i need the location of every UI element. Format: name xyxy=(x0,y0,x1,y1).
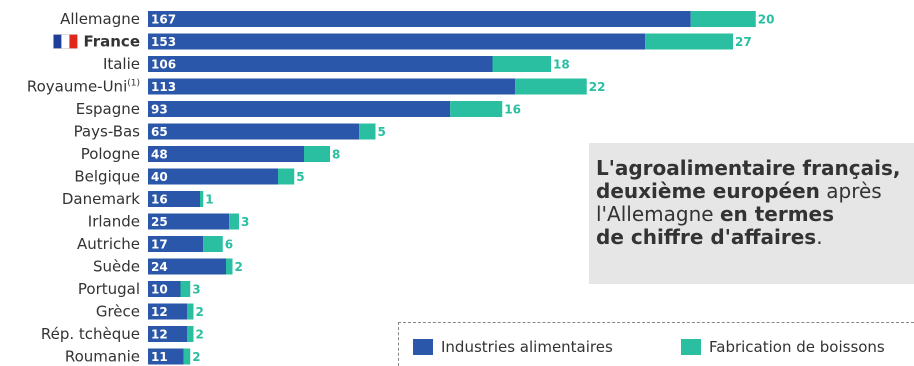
bar-beverage-portugal xyxy=(180,281,191,297)
bar-beverage-suede xyxy=(226,258,233,275)
bar-food-irlande xyxy=(148,213,230,230)
value-label-food-royaume-uni: 113 xyxy=(151,80,176,94)
value-label-beverage-roumanie: 2 xyxy=(192,350,200,364)
category-label-suede: Suède xyxy=(93,258,140,276)
value-label-food-france: 153 xyxy=(151,35,176,49)
callout-box: L'agroalimentaire français, deuxième eur… xyxy=(589,143,914,284)
bar-food-rep-tcheque xyxy=(148,326,187,342)
bar-beverage-pays-bas xyxy=(359,123,376,140)
value-label-food-suede: 24 xyxy=(151,260,168,274)
bar-food-france xyxy=(148,33,646,50)
legend-label-food: Industries alimentaires xyxy=(441,338,613,356)
value-label-beverage-grece: 2 xyxy=(196,305,204,319)
category-label-roumanie: Roumanie xyxy=(65,348,140,366)
value-label-beverage-pologne: 8 xyxy=(332,148,340,162)
bar-food-autriche xyxy=(148,236,204,252)
bar-beverage-belgique xyxy=(278,168,295,185)
callout-line1: L'agroalimentaire français, xyxy=(596,156,901,180)
bar-beverage-allemagne xyxy=(690,11,756,27)
legend-label-beverage: Fabrication de boissons xyxy=(709,338,885,356)
value-label-beverage-france: 27 xyxy=(735,35,752,49)
value-label-food-italie: 106 xyxy=(151,58,176,72)
value-label-food-pays-bas: 65 xyxy=(151,125,168,139)
callout-line4-bold: de chiffre d'affaires xyxy=(596,225,817,249)
bar-beverage-espagne xyxy=(450,101,503,117)
value-label-beverage-royaume-uni: 22 xyxy=(589,80,606,94)
bar-beverage-autriche xyxy=(203,236,223,252)
category-label-autriche: Autriche xyxy=(77,235,140,253)
bar-food-belgique xyxy=(148,168,278,185)
category-label-italie: Italie xyxy=(103,55,140,73)
value-label-food-grece: 12 xyxy=(151,305,168,319)
value-label-food-irlande: 25 xyxy=(151,215,168,229)
value-label-beverage-irlande: 3 xyxy=(241,215,249,229)
bar-beverage-france xyxy=(645,33,733,50)
value-label-beverage-rep-tcheque: 2 xyxy=(196,328,204,342)
bar-food-roumanie xyxy=(148,348,184,365)
category-label-irlande: Irlande xyxy=(88,213,140,231)
value-label-food-autriche: 17 xyxy=(151,238,168,252)
value-label-food-allemagne: 167 xyxy=(151,13,176,27)
value-label-beverage-allemagne: 20 xyxy=(758,13,775,27)
value-label-food-rep-tcheque: 12 xyxy=(151,328,168,342)
value-label-beverage-espagne: 16 xyxy=(504,103,521,117)
category-label-grece: Grèce xyxy=(96,303,140,321)
category-label-pays-bas: Pays-Bas xyxy=(74,123,141,141)
value-label-food-espagne: 93 xyxy=(151,103,168,117)
value-label-beverage-danemark: 1 xyxy=(205,193,213,207)
legend-item-beverage: Fabrication de boissons xyxy=(681,338,885,356)
bar-beverage-italie xyxy=(492,56,551,72)
bar-beverage-roumanie xyxy=(183,348,191,365)
bar-food-pays-bas xyxy=(148,123,360,140)
value-label-food-roumanie: 11 xyxy=(151,350,168,364)
category-label-espagne: Espagne xyxy=(76,100,140,118)
callout-line2-bold: deuxième européen xyxy=(596,179,820,203)
category-label-danemark: Danemark xyxy=(62,190,140,208)
bar-food-pologne xyxy=(148,146,304,162)
bar-beverage-irlande xyxy=(229,213,239,230)
value-label-beverage-autriche: 6 xyxy=(225,238,233,252)
callout-line3-bold: en termes xyxy=(719,202,834,226)
bar-food-italie xyxy=(148,56,493,72)
value-label-food-portugal: 10 xyxy=(151,283,168,297)
legend-swatch-beverage xyxy=(681,339,701,355)
value-label-beverage-pays-bas: 5 xyxy=(378,125,386,139)
value-label-food-belgique: 40 xyxy=(151,170,168,184)
bar-food-suede xyxy=(148,258,226,275)
category-label-royaume-uni: Royaume-Uni(1) xyxy=(27,78,140,96)
legend-item-food: Industries alimentaires xyxy=(413,338,613,356)
bar-food-royaume-uni xyxy=(148,78,516,95)
bar-beverage-danemark xyxy=(200,191,204,207)
value-label-beverage-belgique: 5 xyxy=(296,170,304,184)
callout-line2-regular: après xyxy=(819,179,882,203)
legend-swatch-food xyxy=(413,339,433,355)
category-label-allemagne: Allemagne xyxy=(60,10,140,28)
category-label-rep-tcheque: Rép. tchèque xyxy=(41,325,140,343)
category-label-portugal: Portugal xyxy=(78,280,140,298)
bar-food-danemark xyxy=(148,191,200,207)
france-flag-icon xyxy=(53,34,78,49)
bar-food-grece xyxy=(148,303,187,320)
bar-food-portugal xyxy=(148,281,181,297)
bar-beverage-grece xyxy=(187,303,194,320)
category-label-belgique: Belgique xyxy=(74,168,140,186)
bar-beverage-pologne xyxy=(304,146,330,162)
value-label-food-danemark: 16 xyxy=(151,193,168,207)
value-label-beverage-suede: 2 xyxy=(235,260,243,274)
category-footnote-marker: (1) xyxy=(127,79,140,89)
callout-line3-regular: l'Allemagne xyxy=(596,202,720,226)
bar-beverage-royaume-uni xyxy=(515,78,587,95)
bar-beverage-rep-tcheque xyxy=(187,326,194,342)
bar-food-espagne xyxy=(148,101,451,117)
category-label-pologne: Pologne xyxy=(81,145,140,163)
legend: Industries alimentaires Fabrication de b… xyxy=(398,322,914,366)
value-label-beverage-italie: 18 xyxy=(553,58,570,72)
bar-food-allemagne xyxy=(148,11,691,27)
category-label-france: France xyxy=(83,33,140,51)
value-label-food-pologne: 48 xyxy=(151,148,168,162)
value-label-beverage-portugal: 3 xyxy=(192,283,200,297)
callout-line4-regular: . xyxy=(816,225,823,249)
